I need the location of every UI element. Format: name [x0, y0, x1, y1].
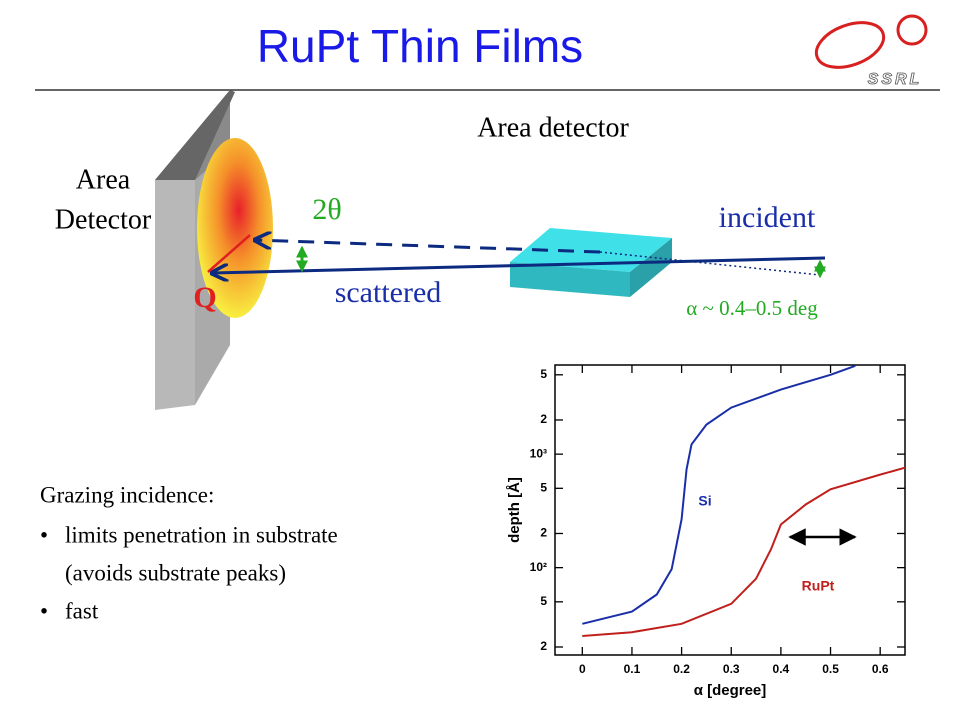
bullet: • [40, 598, 48, 623]
y-tick-label: 2 [540, 412, 547, 426]
label: Area [76, 164, 131, 195]
x-tick-label: 0.6 [872, 662, 889, 676]
detector [155, 90, 273, 410]
title: RuPt Thin Films [257, 20, 583, 72]
label: 2θ [312, 193, 341, 226]
x-axis-label: α [degree] [694, 682, 767, 699]
label: scattered [335, 276, 442, 309]
y-tick-label: 10² [530, 560, 547, 574]
y-tick-label: 5 [540, 367, 547, 381]
label: incident [719, 201, 816, 234]
y-tick-label: 5 [540, 480, 547, 494]
label: Area detector [477, 112, 629, 143]
y-axis-label: depth [Å] [506, 477, 523, 543]
bullet-text: (avoids substrate peaks) [65, 560, 286, 585]
series-line [582, 466, 906, 637]
series-label: Si [698, 493, 711, 509]
y-tick-label: 5 [540, 594, 547, 608]
logo [814, 14, 928, 69]
x-tick-label: 0.1 [624, 662, 641, 676]
label: Detector [55, 204, 152, 235]
reference-line [599, 251, 821, 276]
notes-heading: Grazing incidence: [40, 482, 214, 507]
logo-text: SSRL [868, 71, 923, 88]
chart: 0 0.1 0.2 0.3 0.4 0.5 0.6 2 5 10² 2 5 10³ 2 5 α [degree… [506, 364, 906, 699]
direct-beam [255, 240, 601, 254]
bullet-text: fast [65, 598, 99, 623]
series-label: RuPt [802, 578, 835, 594]
x-tick-label: 0 [579, 662, 586, 676]
x-tick-label: 0.3 [723, 662, 740, 676]
label: Q [193, 281, 216, 314]
y-tick-label: 10³ [530, 446, 547, 460]
y-tick-label: 2 [540, 526, 547, 540]
y-tick-label: 2 [540, 639, 547, 653]
plot-frame [554, 364, 906, 656]
series-line [582, 364, 856, 625]
q-vector [207, 234, 251, 273]
x-tick-label: 0.2 [673, 662, 690, 676]
bullet-text: limits penetration in substrate [65, 522, 338, 547]
bullet: • [40, 522, 48, 547]
substrate [510, 228, 672, 297]
x-tick-label: 0.4 [773, 662, 790, 676]
x-tick-label: 0.5 [822, 662, 839, 676]
label: α ~ 0.4–0.5 deg [686, 296, 818, 320]
scattered-beam [212, 256, 826, 273]
